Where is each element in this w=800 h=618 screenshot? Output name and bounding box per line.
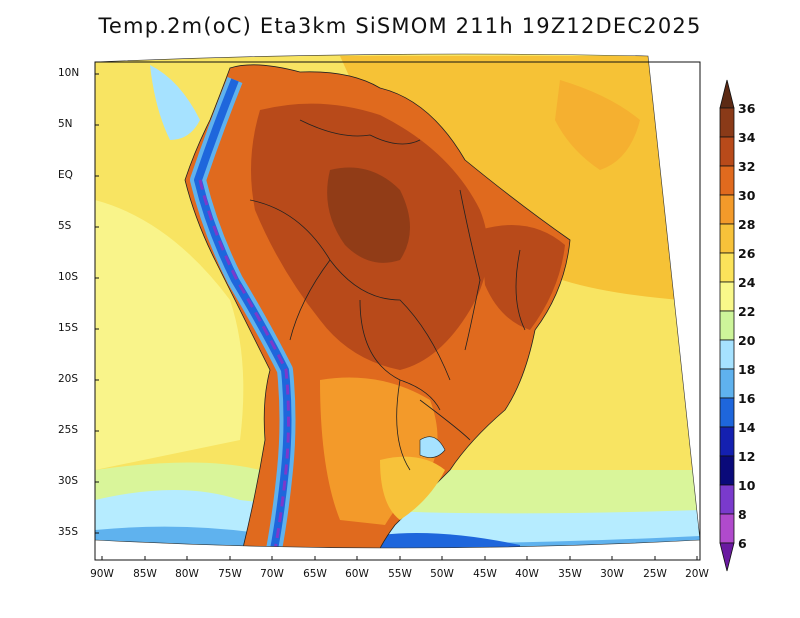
lat-label-10s: 10S [58, 271, 79, 283]
lat-label-5n: 5N [58, 118, 73, 130]
colorbar-label-18: 18 [738, 362, 756, 377]
lon-label-45w: 45W [473, 568, 497, 580]
colorbar-segment [719, 281, 735, 312]
lat-label-25s: 25S [58, 424, 79, 436]
colorbar-segment [719, 368, 735, 399]
pampas-cool [380, 456, 445, 520]
lon-label-90w: 90W [90, 568, 114, 580]
lon-label-70w: 70W [260, 568, 284, 580]
colorbar-label-20: 20 [738, 333, 756, 348]
pacific-coast-cool [150, 65, 200, 140]
colorbar-segment [719, 513, 735, 544]
lon-ticks [101, 556, 698, 560]
colorbar-segment [719, 310, 735, 341]
colorbar-segment [719, 426, 735, 457]
colorbar-label-24: 24 [738, 275, 756, 290]
lat-label-5s: 5S [58, 220, 72, 232]
colorbar-label-30: 30 [738, 188, 756, 203]
lat-label-15s: 15S [58, 322, 79, 334]
colorbar-label-8: 8 [738, 507, 747, 522]
colorbar-segment [719, 397, 735, 428]
map-title: Temp.2m(oC) Eta3km SiSMOM 211h 19Z12DEC2… [98, 14, 702, 38]
colorbar-segment [719, 107, 735, 138]
colorbar-segment [719, 484, 735, 515]
map-domain [95, 54, 700, 548]
east-hot-core [480, 225, 565, 330]
south-cold-patch [380, 533, 520, 548]
lat-label-20s: 20S [58, 373, 79, 385]
andes-summits [198, 179, 290, 548]
lat-label-35s: 35S [58, 526, 79, 538]
lat-label-eq: EQ [58, 169, 73, 181]
lon-label-30w: 30W [600, 568, 624, 580]
lat-label-30s: 30S [58, 475, 79, 487]
colorbar-label-28: 28 [738, 217, 756, 232]
colorbar-label-6: 6 [738, 536, 747, 551]
lon-label-65w: 65W [303, 568, 327, 580]
lon-label-25w: 25W [643, 568, 667, 580]
lon-label-55w: 55W [388, 568, 412, 580]
lon-label-75w: 75W [218, 568, 242, 580]
colorbar-segment [719, 339, 735, 370]
colorbar-segment [719, 252, 735, 283]
colorbar [719, 79, 735, 572]
colorbar-label-26: 26 [738, 246, 756, 261]
atlantic-warm-patch [555, 80, 640, 170]
lat-label-10n: 10N [58, 67, 80, 79]
coastal-lagoon [419, 436, 446, 458]
central-hot-spots [327, 167, 410, 263]
lat-ticks [95, 73, 99, 534]
colorbar-bottom-arrow [719, 542, 735, 572]
colorbar-label-16: 16 [738, 391, 756, 406]
colorbar-label-34: 34 [738, 130, 756, 145]
colorbar-segment [719, 136, 735, 167]
colorbar-label-36: 36 [738, 101, 756, 116]
lon-label-35w: 35W [558, 568, 582, 580]
lon-label-40w: 40W [515, 568, 539, 580]
colorbar-label-14: 14 [738, 420, 756, 435]
colorbar-label-10: 10 [738, 478, 756, 493]
colorbar-label-32: 32 [738, 159, 756, 174]
colorbar-segment [719, 194, 735, 225]
plot-frame [94, 61, 701, 561]
lon-label-85w: 85W [133, 568, 157, 580]
lon-label-50w: 50W [430, 568, 454, 580]
colorbar-segment [719, 165, 735, 196]
pacific-cool-zone [95, 200, 244, 470]
lon-label-60w: 60W [345, 568, 369, 580]
country-borders [249, 119, 526, 471]
colorbar-label-22: 22 [738, 304, 756, 319]
lon-label-20w: 20W [685, 568, 709, 580]
colorbar-segment [719, 223, 735, 254]
colorbar-label-12: 12 [738, 449, 756, 464]
lon-label-80w: 80W [175, 568, 199, 580]
colorbar-segment [719, 455, 735, 486]
colorbar-top-arrow [719, 79, 735, 109]
